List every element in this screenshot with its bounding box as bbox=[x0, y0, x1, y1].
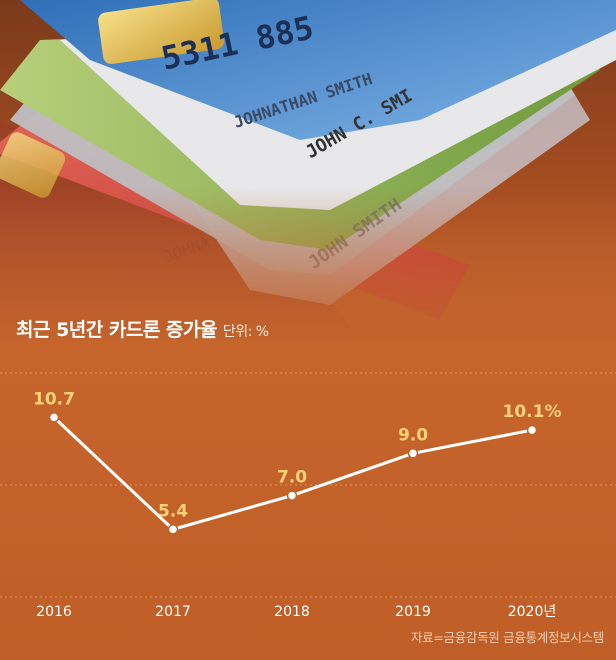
data-label: 10.7 bbox=[33, 389, 75, 409]
chart-title: 최근 5년간 카드론 증가율 단위: % bbox=[16, 315, 269, 342]
unit-label: 단위: % bbox=[222, 324, 269, 340]
data-point bbox=[48, 412, 60, 423]
data-point bbox=[167, 524, 179, 535]
data-label: 10.1% bbox=[503, 402, 562, 422]
data-point bbox=[286, 490, 298, 501]
x-tick-label: 2018 bbox=[274, 604, 310, 620]
data-point bbox=[407, 448, 419, 459]
x-tick-label: 2019 bbox=[395, 604, 431, 620]
source-note: 자료=금융감독원 금융통계정보시스템 bbox=[410, 630, 604, 645]
x-tick-label: 2020년 bbox=[508, 604, 557, 620]
chart-title-text: 최근 5년간 카드론 증가율 bbox=[16, 319, 217, 341]
data-label: 9.0 bbox=[398, 425, 428, 445]
x-tick-label: 2016 bbox=[36, 604, 72, 620]
x-tick-label: 2017 bbox=[155, 604, 191, 620]
credit-cards-photo: 5311 885 JOHNATHAN SMITH JOHN C. SMI JOH… bbox=[0, 0, 616, 340]
data-label: 7.0 bbox=[277, 468, 307, 488]
data-point bbox=[526, 424, 538, 436]
data-label: 5.4 bbox=[158, 501, 188, 521]
